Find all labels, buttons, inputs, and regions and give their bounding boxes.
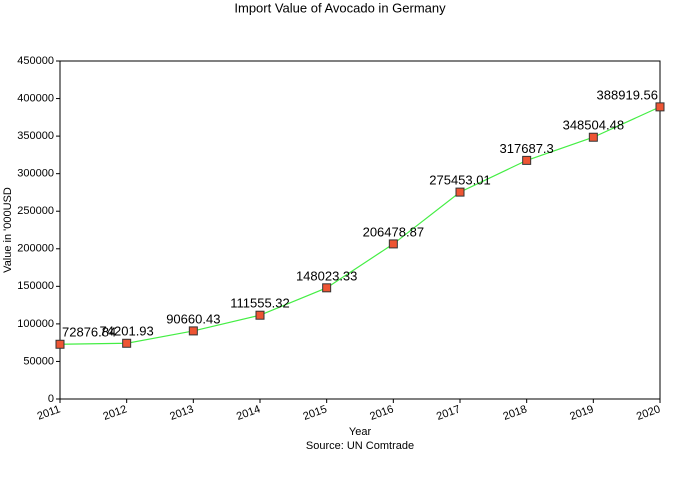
- value-label: 275453.01: [429, 173, 490, 188]
- marker: [55, 339, 65, 349]
- x-tick-label: 2020: [635, 403, 662, 423]
- x-tick-label: 2011: [36, 403, 62, 422]
- y-tick-label: 250000: [17, 205, 54, 217]
- x-tick-label: 2012: [102, 403, 129, 423]
- y-axis-label: Value in '000USD: [2, 187, 14, 273]
- value-label: 206478.87: [363, 224, 424, 239]
- x-tick-label: 2017: [435, 403, 462, 423]
- y-tick-label: 100000: [17, 318, 54, 330]
- marker: [255, 310, 265, 320]
- value-label: 74201.93: [100, 324, 154, 339]
- x-tick-label: 2016: [368, 403, 395, 423]
- chart-title: Import Value of Avocado in Germany: [234, 0, 446, 15]
- y-tick-label: 450000: [17, 55, 54, 67]
- y-tick-label: 300000: [17, 168, 54, 180]
- marker: [388, 239, 398, 249]
- x-axis-label: Year: [349, 426, 372, 438]
- x-tick-label: 2014: [235, 403, 262, 423]
- y-tick-label: 350000: [17, 130, 54, 142]
- value-label: 148023.33: [296, 268, 357, 283]
- source-note: Source: UN Comtrade: [306, 440, 414, 452]
- value-label: 388919.56: [597, 87, 658, 102]
- y-tick-label: 150000: [17, 280, 54, 292]
- series-line: [59, 106, 661, 345]
- value-label: 90660.43: [166, 311, 220, 326]
- x-tick-label: 2015: [302, 403, 329, 423]
- value-label: 317687.3: [500, 141, 554, 156]
- marker: [655, 102, 665, 112]
- value-label: 72876.84: [62, 325, 116, 340]
- marker: [588, 132, 598, 142]
- marker: [455, 187, 465, 197]
- y-tick-label: 50000: [23, 355, 54, 367]
- marker: [322, 283, 332, 293]
- y-tick-label: 0: [48, 393, 54, 405]
- x-tick-label: 2019: [568, 403, 595, 423]
- y-tick-label: 200000: [17, 243, 54, 255]
- plot-frame: [59, 60, 661, 400]
- marker: [122, 338, 132, 348]
- marker: [188, 326, 198, 336]
- y-tick-label: 400000: [17, 92, 54, 104]
- marker: [522, 155, 532, 165]
- value-label: 348504.48: [563, 118, 624, 133]
- x-tick-label: 2013: [168, 403, 195, 423]
- value-label: 111555.32: [230, 296, 290, 311]
- x-tick-label: 2018: [502, 403, 529, 423]
